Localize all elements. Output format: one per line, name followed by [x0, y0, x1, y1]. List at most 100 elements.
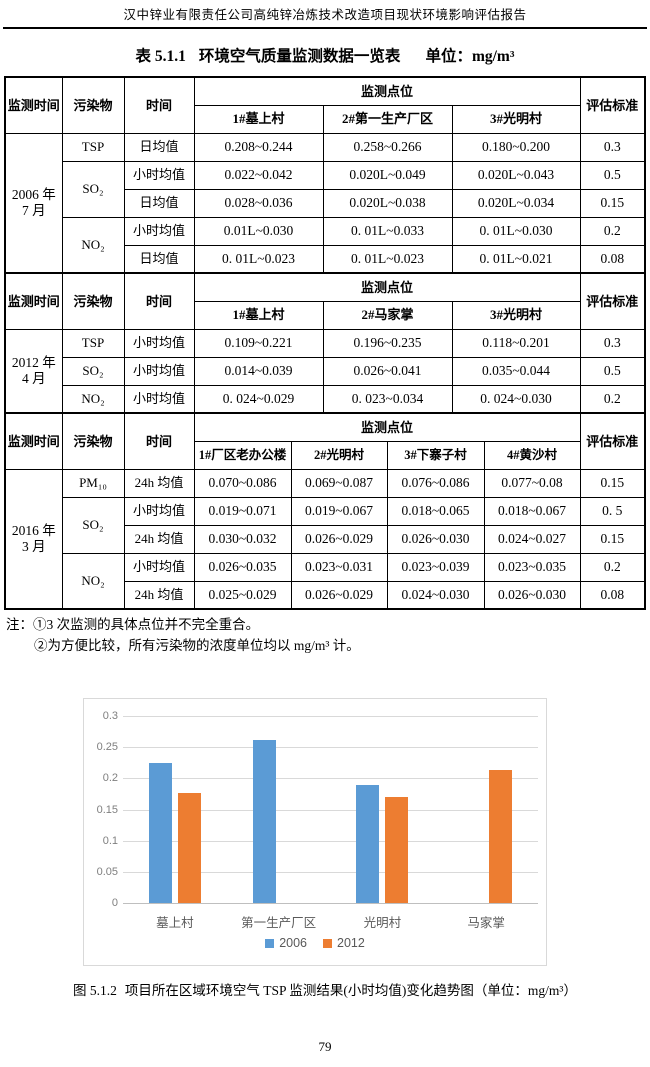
table-row: NO₂ 小时均值 0.026~0.035 0.023~0.031 0.023~0…: [5, 552, 646, 610]
value-cell: 0. 01L~0.021: [451, 244, 581, 274]
value-cell: 0.026~0.030: [483, 580, 581, 610]
col-header-pollutant: 污染物: [61, 272, 125, 330]
monitor-time-cell: 2006 年 7 月: [4, 132, 63, 274]
table-row: 2016 年 3 月 PM₁₀ 24h 均值 0.070~0.086 0.069…: [4, 468, 646, 610]
pollutant-cell: NO₂: [61, 384, 125, 414]
standard-cell: 0.15: [579, 188, 646, 218]
legend-label: 2006: [279, 936, 307, 950]
standard-cell: 0.2: [579, 216, 646, 246]
value-cell: 0.023~0.035: [483, 552, 581, 582]
note-line: ②为方便比较，所有污染物的浓度单位均以 mg/m³ 计。: [34, 638, 360, 653]
legend-swatch: [265, 938, 275, 948]
bar-2012-墓上村: [177, 792, 201, 903]
standard-cell: 0.5: [579, 160, 646, 190]
value-cell: 0. 01L~0.030: [451, 216, 581, 246]
value-cell: 0.077~0.08: [483, 468, 581, 498]
pollutant-cell: TSP: [61, 132, 125, 162]
value-cell: 0.023~0.031: [290, 552, 388, 582]
figure-caption-label: 图 5.1.2: [73, 983, 117, 998]
col-header-pollutant: 污染物: [61, 76, 125, 134]
point-header: 3#下寨子村: [386, 440, 485, 470]
grid-line: [123, 716, 538, 717]
note-line: 注：①3 次监测的具体点位并不完全重合。: [6, 617, 260, 632]
value-cell: 0.024~0.027: [483, 524, 581, 554]
value-cell: 0.019~0.071: [193, 496, 292, 526]
value-cell: 0.035~0.044: [451, 356, 581, 386]
standard-cell: 0.15: [579, 524, 646, 554]
bar-2006-光明村: [356, 785, 380, 903]
table-caption-unit: 单位：mg/m³: [425, 48, 515, 65]
value-cell: 0.026~0.030: [386, 524, 485, 554]
period-cell: 24h 均值: [123, 468, 195, 498]
value-cell: 0.118~0.201: [451, 328, 581, 358]
standard-cell: 0.08: [579, 244, 646, 274]
monitor-time-line: 2016 年: [11, 522, 56, 538]
period-cell: 日均值: [123, 188, 195, 218]
pollutant-cell: SO₂: [61, 160, 125, 218]
pollutant-cell: NO₂: [61, 552, 125, 610]
value-cell: 0.020L~0.049: [322, 160, 453, 190]
value-cell: 0.024~0.030: [386, 580, 485, 610]
legend-item-2012: 2012: [323, 936, 365, 950]
monitoring-table-2012: 监测时间 污染物 时间 监测点位 评估标准 1#墓上村 2#马家掌 3#光明村 …: [4, 272, 647, 414]
y-axis-tick: 0.05: [96, 865, 118, 878]
col-header-period: 时间: [123, 272, 195, 330]
table-row: SO₂ 小时均值 0.014~0.039 0.026~0.041 0.035~0…: [5, 356, 646, 386]
table-row: NO₂ 小时均值 0.01L~0.030 0. 01L~0.033 0. 01L…: [5, 216, 646, 274]
monitor-time-cell: 2012 年 4 月: [4, 328, 63, 414]
chart-legend: 2006 2012: [84, 936, 546, 950]
table-row: NO₂ 小时均值 0. 024~0.029 0. 023~0.034 0. 02…: [5, 384, 646, 414]
value-cell: 0.026~0.041: [322, 356, 453, 386]
pollutant-cell: PM₁₀: [61, 468, 125, 498]
point-header: 1#墓上村: [193, 300, 324, 330]
table-caption-label: 表 5.1.1: [135, 48, 186, 65]
page-number: 79: [318, 1039, 332, 1054]
value-cell: 0.180~0.200: [451, 132, 581, 162]
bar-2012-马家掌: [489, 770, 513, 903]
point-header: 2#第一生产厂区: [322, 104, 453, 134]
point-header: 1#厂区老办公楼: [193, 440, 292, 470]
value-cell: 0.076~0.086: [386, 468, 485, 498]
monitor-time-cell: 2016 年 3 月: [4, 468, 63, 610]
value-cell: 0.258~0.266: [322, 132, 453, 162]
value-cell: 0.070~0.086: [193, 468, 292, 498]
x-category-label: 光明村: [363, 916, 402, 930]
pollutant-cell: TSP: [61, 328, 125, 358]
value-cell: 0.025~0.029: [193, 580, 292, 610]
value-cell: 0.028~0.036: [193, 188, 324, 218]
period-cell: 小时均值: [123, 552, 195, 582]
col-header-points: 监测点位: [193, 272, 581, 302]
grid-line: [123, 809, 538, 811]
pollutant-cell: SO₂: [61, 496, 125, 554]
value-cell: 0.014~0.039: [193, 356, 324, 386]
value-cell: 0. 024~0.029: [193, 384, 324, 414]
monitor-time-line: 3 月: [21, 538, 46, 554]
col-header-standard: 评估标准: [579, 412, 646, 470]
col-header-points: 监测点位: [193, 76, 581, 106]
value-cell: 0.020L~0.043: [451, 160, 581, 190]
x-category-label: 墓上村: [156, 916, 194, 930]
period-cell: 日均值: [123, 244, 195, 274]
grid-line: [123, 840, 538, 842]
grid-line: [123, 871, 538, 873]
col-header-standard: 评估标准: [579, 76, 646, 134]
table-row: SO₂ 小时均值 0.019~0.071 0.019~0.067 0.018~0…: [5, 496, 646, 554]
bar-2006-第一生产厂区: [252, 739, 276, 903]
value-cell: 0. 01L~0.023: [322, 244, 453, 274]
value-cell: 0.020L~0.038: [322, 188, 453, 218]
value-cell: 0. 024~0.030: [451, 384, 581, 414]
value-cell: 0.01L~0.030: [193, 216, 324, 246]
value-cell: 0.026~0.029: [290, 580, 388, 610]
table-row: 日均值 0. 01L~0.023 0. 01L~0.023 0. 01L~0.0…: [5, 244, 646, 274]
table-row: 24h 均值 0.025~0.029 0.026~0.029 0.024~0.0…: [5, 580, 646, 610]
period-cell: 24h 均值: [123, 524, 195, 554]
point-header: 2#光明村: [290, 440, 388, 470]
col-header-time: 监测时间: [4, 76, 63, 134]
monitoring-table-2016: 监测时间 污染物 时间 监测点位 评估标准 1#厂区老办公楼 2#光明村 3#下…: [4, 412, 647, 610]
col-header-points: 监测点位: [193, 412, 581, 442]
grid-line: [123, 778, 538, 780]
pollutant-cell: NO₂: [61, 216, 125, 274]
standard-cell: 0.08: [579, 580, 646, 610]
standard-cell: 0.15: [579, 468, 646, 498]
